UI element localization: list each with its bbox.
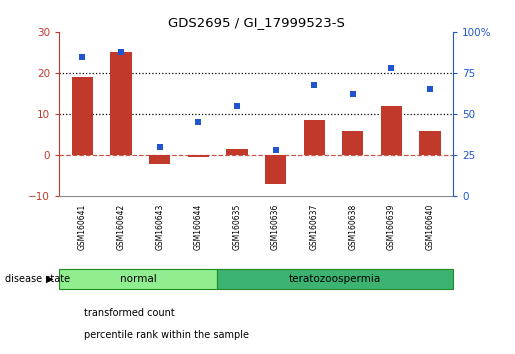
Point: [233, 103, 241, 109]
Point: [426, 87, 434, 92]
Text: GSM160637: GSM160637: [310, 204, 319, 250]
Point: [349, 92, 357, 97]
Text: percentile rank within the sample: percentile rank within the sample: [83, 330, 249, 339]
Point: [156, 144, 164, 150]
Bar: [110, 52, 132, 155]
Bar: [342, 131, 364, 155]
Text: GSM160638: GSM160638: [348, 204, 357, 250]
Title: GDS2695 / GI_17999523-S: GDS2695 / GI_17999523-S: [168, 16, 345, 29]
Text: GSM160635: GSM160635: [232, 204, 242, 250]
Text: normal: normal: [119, 274, 157, 284]
Bar: [303, 120, 325, 155]
Bar: [59, 269, 217, 289]
Bar: [149, 155, 170, 164]
Text: GSM160642: GSM160642: [116, 204, 126, 250]
Text: GSM160636: GSM160636: [271, 204, 280, 250]
Text: teratozoospermia: teratozoospermia: [289, 274, 381, 284]
Bar: [72, 77, 93, 155]
Bar: [381, 106, 402, 155]
Bar: [226, 149, 248, 155]
Text: transformed count: transformed count: [83, 308, 175, 318]
Bar: [187, 155, 209, 158]
Text: GSM160641: GSM160641: [78, 204, 87, 250]
Point: [310, 82, 318, 87]
Bar: [419, 131, 441, 155]
Text: GSM160640: GSM160640: [425, 204, 435, 250]
Text: GSM160644: GSM160644: [194, 204, 203, 250]
Text: GSM160639: GSM160639: [387, 204, 396, 250]
Point: [194, 120, 202, 125]
Point: [271, 148, 280, 153]
Point: [387, 65, 396, 71]
Text: ▶: ▶: [46, 274, 54, 284]
Bar: [217, 269, 453, 289]
Point: [78, 54, 87, 59]
Text: GSM160643: GSM160643: [155, 204, 164, 250]
Bar: [265, 155, 286, 184]
Point: [117, 49, 125, 55]
Text: disease state: disease state: [5, 274, 70, 284]
